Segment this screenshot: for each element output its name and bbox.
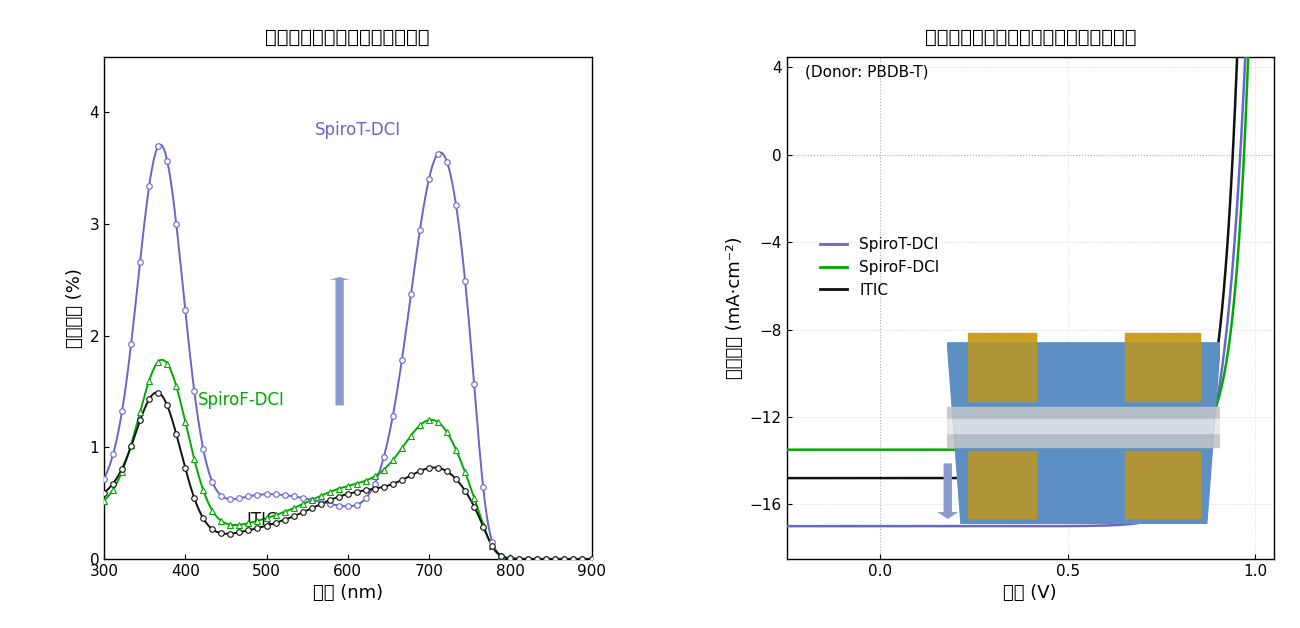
X-axis label: 電圧 (V): 電圧 (V) xyxy=(1004,584,1057,602)
Text: SpiroF-DCI: SpiroF-DCI xyxy=(198,391,285,409)
Legend: SpiroT-DCI, SpiroF-DCI, ITIC: SpiroT-DCI, SpiroF-DCI, ITIC xyxy=(814,231,946,304)
Text: (Donor: PBDB-T): (Donor: PBDB-T) xyxy=(805,64,928,79)
Title: バルクヘテロ接合型有機太陽電池の特性: バルクヘテロ接合型有機太陽電池の特性 xyxy=(924,28,1136,46)
X-axis label: 波長 (nm): 波長 (nm) xyxy=(313,584,382,602)
Y-axis label: 量子効率 (%): 量子効率 (%) xyxy=(66,268,83,348)
Y-axis label: 電流密度 (mA·cm⁻²): 電流密度 (mA·cm⁻²) xyxy=(725,237,744,379)
Text: ITIC: ITIC xyxy=(246,511,278,529)
Text: SpiroT-DCI: SpiroT-DCI xyxy=(315,121,402,139)
Title: 単成分有機太陽電池の量子効率: 単成分有機太陽電池の量子効率 xyxy=(265,28,430,46)
